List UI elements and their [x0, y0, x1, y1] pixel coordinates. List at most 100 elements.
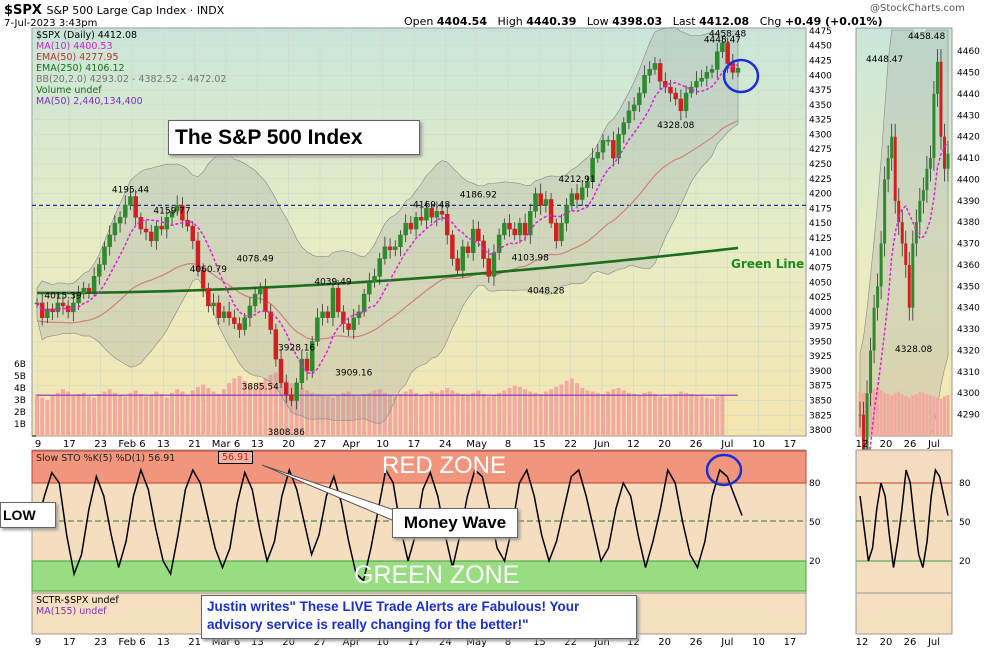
candle-body [112, 222, 118, 236]
x-tick-label: 22 [564, 439, 577, 450]
candle-body [408, 222, 414, 230]
x-tick-label-bottom: Mar 6 [212, 637, 240, 648]
volume-bar [253, 389, 258, 436]
candle-body [309, 341, 315, 372]
mini-price-tick: 4410 [957, 154, 980, 164]
mini-x-axis-price: 12 20 26 Jul [856, 439, 940, 450]
candle-body [190, 225, 196, 242]
volume-bar [710, 398, 715, 436]
candle-body [735, 67, 741, 73]
candle-body [325, 311, 331, 318]
x-tick-label-bottom: 21 [188, 637, 201, 648]
mini-candle-body [858, 414, 862, 416]
candle-body [367, 282, 372, 295]
volume-bar [112, 392, 117, 436]
mini-volume-bar [942, 396, 946, 436]
x-tick-label-bottom: 20 [658, 637, 671, 648]
volume-bar [476, 390, 481, 436]
x-tick-label: Apr [343, 439, 361, 450]
legend-ma10: MA(10) 4400.53 [36, 41, 113, 52]
volume-bar [289, 383, 294, 436]
x-tick-label: 17 [408, 439, 421, 450]
candle-body [180, 205, 185, 221]
x-tick-label: 27 [314, 439, 327, 450]
volume-bar [107, 389, 112, 436]
price-tick-label: 3850 [809, 397, 832, 407]
price-annotation: 3808.86 [268, 428, 305, 438]
volume-bar [663, 397, 668, 436]
volume-bar [336, 395, 341, 436]
mini-volume-bar [932, 396, 936, 436]
volume-bar [611, 389, 616, 436]
mini-volume-bar [900, 394, 904, 436]
candle-body [117, 216, 123, 224]
price-annotation: 4448.47 [704, 36, 741, 46]
candle-body [538, 193, 543, 206]
volume-bar [512, 385, 517, 436]
volume-bar [133, 390, 138, 436]
candle-body [221, 311, 227, 318]
price-tick-label: 4050 [809, 278, 832, 288]
mini-volume-bar [946, 395, 950, 436]
candle-body [460, 246, 466, 271]
candle-body [600, 140, 606, 153]
candle-body [730, 63, 736, 73]
volume-bar [600, 394, 605, 436]
money-wave-callout: Money Wave [392, 508, 518, 538]
candle-body [102, 246, 107, 265]
volume-bar [559, 384, 564, 436]
price-tick-label: 4000 [809, 308, 832, 318]
mini-price-tick: 4320 [957, 346, 980, 356]
sto-tick-label: 20 [809, 557, 821, 567]
candle-body [403, 222, 408, 236]
price-tick-label: 4225 [809, 175, 832, 185]
volume-bar [704, 397, 709, 436]
x-tick-label-bottom: 9 [35, 637, 41, 648]
candle-body [709, 69, 715, 73]
volume-bar [237, 376, 242, 436]
candle-body [424, 208, 429, 221]
red-zone-band [31, 450, 807, 484]
mini-price-y-axis: 4290 4300 4310 4320 4330 4340 4350 4360 4370 4380… [957, 47, 980, 421]
candle-body [206, 287, 211, 307]
volume-bar [216, 394, 221, 436]
chart-date: 7-Jul-2023 3:43pm [4, 18, 98, 29]
mini-candle-body [942, 136, 946, 169]
volume-bar [481, 394, 486, 436]
volume-bar [175, 389, 180, 436]
mini-x-tick-bottom: Jul [927, 637, 940, 648]
volume-bar [626, 392, 631, 436]
mini-candle-body [925, 168, 929, 191]
volume-bar [55, 392, 60, 436]
candle-body [237, 323, 242, 330]
x-tick-label: 17 [784, 439, 797, 450]
candle-body [81, 287, 86, 295]
mini-volume-bar [879, 390, 883, 436]
symbol-name: S&P 500 Large Cap Index [46, 4, 187, 17]
volume-bar [279, 377, 284, 436]
candle-body [45, 308, 50, 318]
mini-candle-body [890, 136, 894, 159]
volume-bar [528, 391, 533, 436]
volume-bar [284, 380, 289, 436]
price-annotation: 4015.39 [44, 292, 81, 302]
volume-bar [123, 396, 128, 436]
volume-bar [128, 392, 133, 436]
price-annotation: 4195.44 [112, 185, 149, 195]
candle-body [419, 216, 424, 221]
price-tick-label: 3900 [809, 367, 832, 377]
candle-body [304, 358, 310, 372]
candle-body [283, 382, 289, 395]
candle-body [595, 151, 601, 159]
x-tick-label: 15 [533, 439, 546, 450]
volume-bar [71, 395, 76, 436]
volume-bar [320, 395, 325, 436]
x-tick-label-bottom: May [466, 637, 487, 648]
candlesticks [34, 35, 741, 410]
candle-body [315, 317, 320, 342]
mini-candle-body [935, 61, 939, 94]
price-annotation: 4048.28 [527, 286, 564, 296]
x-tick-label: 10 [376, 439, 389, 450]
x-tick-label-bottom: 8 [505, 637, 511, 648]
